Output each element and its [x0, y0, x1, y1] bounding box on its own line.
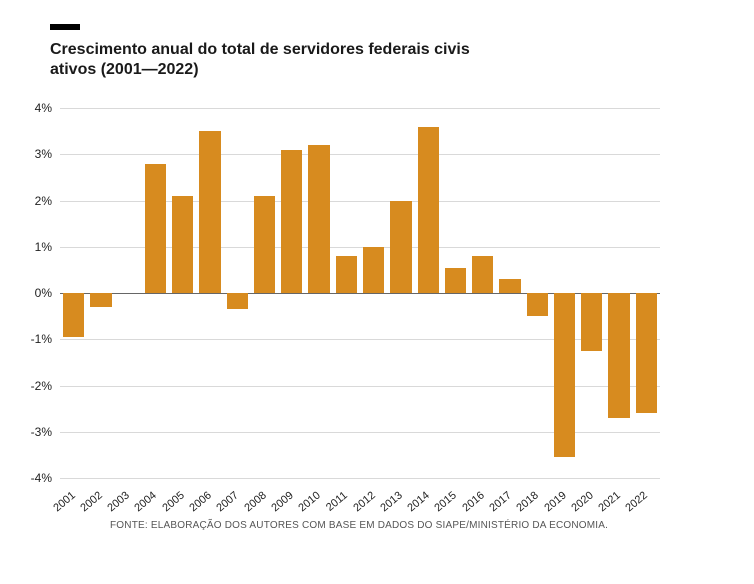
bar [608, 293, 629, 418]
bar [581, 293, 602, 351]
header-rule [50, 24, 80, 30]
bar [445, 268, 466, 293]
ytick-label: 2% [35, 194, 60, 208]
bar [636, 293, 657, 413]
bar [199, 131, 220, 293]
bar [472, 256, 493, 293]
bar [172, 196, 193, 293]
bar [308, 145, 329, 293]
ytick-label: 3% [35, 147, 60, 161]
page-root: Crescimento anual do total de servidores… [0, 0, 754, 584]
chart-title: Crescimento anual do total de servidores… [50, 40, 470, 80]
gridline [60, 108, 660, 109]
ytick-label: -1% [31, 332, 60, 346]
ytick-label: 4% [35, 101, 60, 115]
bar [554, 293, 575, 457]
ytick-label: -2% [31, 379, 60, 393]
bar [63, 293, 84, 337]
bar [336, 256, 357, 293]
gridline [60, 478, 660, 479]
bar [363, 247, 384, 293]
bar [145, 164, 166, 294]
bar [390, 201, 411, 294]
chart-wrap: -4%-3%-2%-1%0%1%2%3%4%200120022003200420… [60, 108, 660, 478]
bar [281, 150, 302, 293]
ytick-label: -3% [31, 425, 60, 439]
bar [227, 293, 248, 309]
source-caption: FONTE: ELABORAÇÃO DOS AUTORES COM BASE E… [110, 520, 608, 531]
ytick-label: 1% [35, 240, 60, 254]
ytick-label: -4% [31, 471, 60, 485]
gridline [60, 154, 660, 155]
bar [527, 293, 548, 316]
ytick-label: 0% [35, 286, 60, 300]
bar [418, 127, 439, 294]
bar [254, 196, 275, 293]
bar [499, 279, 520, 293]
bar [90, 293, 111, 307]
bar-chart-plot: -4%-3%-2%-1%0%1%2%3%4%200120022003200420… [60, 108, 660, 478]
